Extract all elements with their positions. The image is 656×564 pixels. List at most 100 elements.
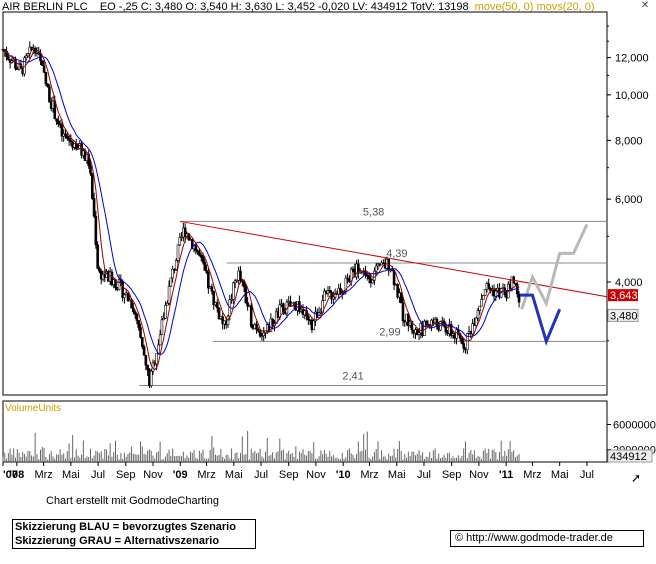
candle-body: [332, 296, 335, 300]
volume-panel-frame: [2, 400, 608, 463]
candle-body: [230, 298, 233, 301]
candle-body: [64, 133, 67, 137]
candle-body: [367, 275, 371, 279]
candle-body: [242, 281, 246, 288]
quote-line: EO -,25 C: 3,480 O: 3,540 H: 3,630 L: 3,…: [99, 1, 469, 13]
candle-body: [140, 337, 144, 347]
candle-body: [198, 251, 201, 256]
candle-body: [323, 290, 326, 301]
candles-group: [1, 41, 521, 389]
x-tick-label: Sep: [279, 469, 299, 481]
candle-body: [487, 283, 490, 289]
x-tick-label: '10: [336, 469, 351, 481]
candle-body: [76, 147, 80, 150]
candle-body: [24, 55, 28, 59]
x-tick-label: Nov: [143, 469, 163, 481]
candle-body: [160, 319, 164, 336]
candle-body: [183, 227, 187, 237]
candle-body: [401, 302, 405, 322]
candle-body: [174, 260, 178, 270]
candle-body: [373, 270, 376, 281]
url-box[interactable]: © http://www.godmode-trader.de: [450, 530, 644, 547]
volume-bars-group: [2, 430, 520, 462]
candle-body: [123, 294, 126, 298]
candle-body: [94, 215, 98, 246]
x-tick-label: Mrz: [34, 469, 52, 481]
candle-body: [255, 324, 258, 330]
x-tick-label: Mrz: [523, 469, 541, 481]
candle-body: [167, 285, 171, 304]
candle-body: [14, 59, 17, 69]
candle-body: [126, 292, 130, 301]
x-tick-label: '08: [9, 469, 24, 481]
candle-body: [146, 364, 149, 371]
candle-body: [80, 143, 83, 156]
website-link[interactable]: http://www.godmode-trader.de: [466, 532, 613, 544]
chart-svg: 12,000 10,000 8,000 6,000 4,000 '07'08 Mrz Mai J…: [1, 11, 656, 481]
candle-body: [328, 290, 332, 293]
x-tick-label: Nov: [469, 469, 489, 481]
candle-body: [494, 290, 498, 297]
candle-body: [165, 302, 169, 306]
legend-blue-scenario: Skizzierung BLAU = bevorzugtes Szenario: [15, 521, 236, 533]
candle-body: [57, 120, 60, 125]
candle-body: [199, 255, 203, 258]
candle-body: [92, 198, 96, 217]
level-label: 2,41: [342, 370, 363, 382]
y-tick-label: 12,000: [615, 53, 649, 65]
candle-body: [203, 261, 207, 271]
x-tick-label: Mrz: [360, 469, 378, 481]
x-tick-label: Jul: [91, 469, 105, 481]
candle-body: [260, 335, 264, 337]
candle-body: [69, 139, 73, 143]
candle-body: [235, 279, 239, 282]
candle-body: [89, 165, 92, 174]
candle-body: [135, 313, 139, 321]
chart-credit: Chart erstellt mit GodmodeCharting: [46, 495, 220, 507]
last-close-badge: [607, 308, 639, 322]
candle-body: [514, 282, 517, 285]
candle-body: [233, 280, 237, 284]
candle-body: [55, 118, 58, 122]
candle-body: [257, 329, 260, 332]
candle-body: [246, 302, 249, 307]
y-tick-label: 4,000: [615, 277, 643, 289]
candle-body: [176, 244, 180, 261]
level-label: 5,38: [363, 206, 384, 218]
candle-body: [42, 65, 46, 73]
candle-body: [357, 263, 360, 274]
x-tick-label: Sep: [116, 469, 136, 481]
x-tick-label: '09: [173, 469, 188, 481]
candle-body: [180, 236, 183, 239]
candle-body: [90, 173, 94, 199]
candle-body: [10, 60, 14, 63]
candle-body: [110, 271, 114, 285]
scroll-right-arrow-icon[interactable]: ➚: [630, 471, 642, 485]
candle-body: [482, 295, 485, 300]
chart-header: AIR BERLIN PLC EO -,25 C: 3,480 O: 3,540…: [2, 1, 595, 13]
candle-body: [40, 60, 44, 66]
candle-body: [132, 307, 135, 313]
candle-body: [417, 332, 421, 335]
scenario-grey-path: [520, 223, 589, 310]
candle-body: [205, 270, 208, 273]
candle-body: [480, 298, 483, 307]
candle-body: [307, 315, 310, 321]
close-icon[interactable]: ✕: [640, 0, 650, 11]
candle-body: [212, 291, 216, 306]
candle-body: [133, 311, 137, 315]
y-tick-label: 10,000: [615, 90, 649, 102]
candle-body: [249, 305, 253, 327]
scenario-legend: Skizzierung BLAU = bevorzugtes Szenario …: [12, 519, 256, 549]
ma20-last-label: 3,643: [610, 290, 638, 302]
x-tick-label: Mai: [551, 469, 569, 481]
volume-last-badge: [607, 449, 653, 463]
x-tick-label: Sep: [442, 469, 462, 481]
candle-body: [137, 320, 141, 328]
scenario-blue-path: [519, 293, 562, 346]
candle-body: [392, 270, 396, 285]
candle-body: [149, 370, 153, 386]
candle-body: [333, 293, 337, 298]
candle-body: [215, 302, 219, 309]
candle-body: [232, 282, 235, 300]
